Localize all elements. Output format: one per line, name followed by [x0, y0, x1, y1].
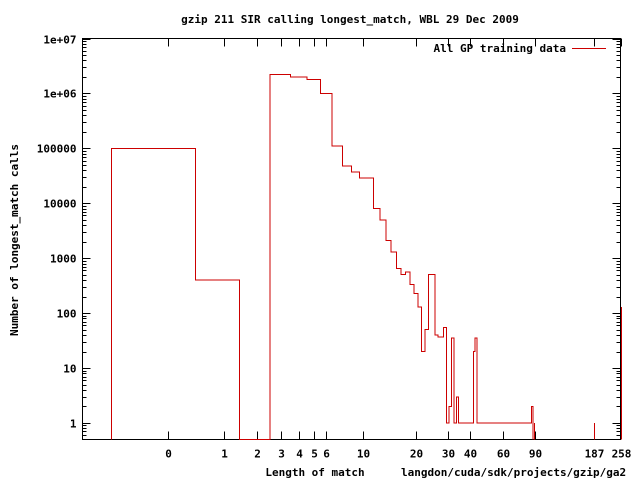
y-tick-label: 10000	[43, 198, 76, 211]
x-tick-label: 30	[442, 448, 455, 461]
x-tick-label: 20	[410, 448, 423, 461]
y-tick-label: 100000	[37, 143, 77, 156]
x-tick-label: 258	[612, 448, 632, 461]
x-tick-label: 90	[529, 448, 542, 461]
x-tick-label: 60	[497, 448, 510, 461]
x-tick-label: 40	[464, 448, 477, 461]
x-tick-label: 3	[278, 448, 285, 461]
y-tick-label: 10	[63, 363, 76, 376]
y-tick-labels: 1 10 100 1000 10000 100000 1e+06 1e+07	[37, 34, 77, 431]
y-tick-label: 1e+07	[43, 34, 76, 47]
y-tick-label: 100	[57, 308, 77, 321]
legend-label: All GP training data	[434, 42, 566, 55]
y-axis-label: Number of longest_match calls	[8, 144, 21, 336]
x-tick-labels: 0 1 2 3 4 5 6 10 20 30 40 60 90 187 258	[165, 448, 631, 461]
x-tick-label: 2	[254, 448, 261, 461]
x-tick-label: 1	[221, 448, 228, 461]
x-tick-label: 187	[585, 448, 605, 461]
x-axis-label: Length of match	[265, 466, 364, 479]
x-tick-label: 6	[323, 448, 330, 461]
chart-title: gzip 211 SIR calling longest_match, WBL …	[181, 13, 519, 26]
footer-path: langdon/cuda/sdk/projects/gzip/ga2	[401, 466, 626, 479]
y-tick-label: 1e+06	[43, 88, 76, 101]
plot-frame	[82, 38, 621, 440]
legend: All GP training data	[434, 42, 606, 55]
series-line	[111, 74, 534, 440]
x-tick-label: 0	[165, 448, 172, 461]
y-tick-label: 1	[70, 418, 77, 431]
x-tick-label: 4	[296, 448, 303, 461]
y-tick-label: 1000	[50, 253, 77, 266]
series-layer	[111, 74, 622, 440]
x-tick-label: 10	[357, 448, 370, 461]
axis-ticks	[82, 38, 622, 440]
x-tick-label: 5	[311, 448, 318, 461]
